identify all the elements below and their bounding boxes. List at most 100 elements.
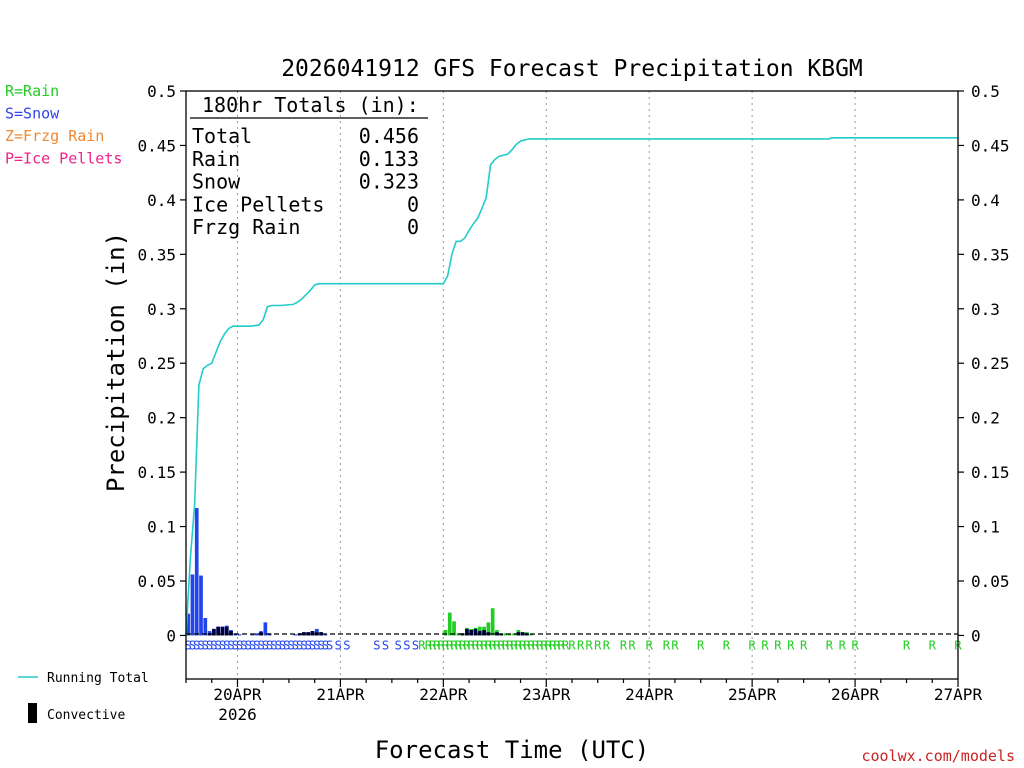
- y-tick-label-left: 0.15: [137, 463, 176, 482]
- rain-marker: R: [515, 638, 523, 652]
- snow-marker: S: [249, 638, 256, 652]
- y-tick-label-left: 0.3: [147, 300, 176, 319]
- convective-swatch: [28, 703, 37, 723]
- rain-marker: R: [485, 638, 493, 652]
- running-total-legend-label: Running Total: [47, 671, 149, 686]
- rain-marker: R: [468, 638, 476, 652]
- rain-marker: R: [697, 638, 705, 652]
- snow-marker: S: [382, 638, 389, 652]
- snow-marker: S: [232, 638, 239, 652]
- rain-marker: R: [476, 638, 484, 652]
- precip-bars: [186, 508, 534, 636]
- convective-bar: [495, 632, 499, 636]
- snow-marker: S: [210, 638, 217, 652]
- convective-bar: [216, 626, 221, 636]
- y-tick-label-left: 0.05: [137, 572, 176, 591]
- rain-marker: R: [480, 638, 488, 652]
- rain-marker: R: [438, 638, 446, 652]
- rain-marker: R: [774, 638, 782, 652]
- snow-marker: S: [292, 638, 299, 652]
- rain-marker: R: [506, 638, 514, 652]
- totals-row-label: Frzg Rain: [192, 215, 300, 239]
- snow-marker: S: [202, 638, 209, 652]
- snow-marker: S: [185, 638, 192, 652]
- y-tick-label-right: 0: [971, 626, 981, 645]
- convective-bar: [486, 632, 491, 636]
- snow-marker: S: [197, 638, 204, 652]
- snow-bar: [237, 634, 242, 636]
- snow-marker: S: [275, 638, 282, 652]
- snow-marker: S: [305, 638, 312, 652]
- snow-bar: [207, 631, 212, 636]
- y-tick-label-left: 0.25: [137, 354, 176, 373]
- rain-bar: [452, 621, 456, 636]
- snow-bar: [323, 634, 328, 636]
- snow-bar: [199, 575, 203, 636]
- convective-bar: [212, 628, 216, 636]
- snow-marker: S: [215, 638, 222, 652]
- totals-rows: Total 0.456 Rain 0.133 Snow 0.323 Ice Pellets 0…: [192, 124, 419, 239]
- rain-marker: R: [433, 638, 441, 652]
- x-tick-label: 25APR: [728, 685, 777, 704]
- rain-marker: R: [749, 638, 757, 652]
- snow-marker: S: [193, 638, 200, 652]
- snow-marker: S: [403, 638, 410, 652]
- snow-marker: S: [313, 638, 320, 652]
- rain-marker: R: [536, 638, 544, 652]
- rain-marker: R: [498, 638, 506, 652]
- rain-marker: R: [671, 638, 679, 652]
- running-total-line: [185, 137, 958, 636]
- rain-marker: R: [586, 638, 594, 652]
- rain-marker: R: [472, 638, 480, 652]
- snow-marker: S: [322, 638, 329, 652]
- x-tick-label: 21APR: [316, 685, 365, 704]
- rain-marker: R: [577, 638, 585, 652]
- y-tick-label-right: 0.2: [971, 409, 1000, 428]
- y-tick-label-right: 0.15: [971, 463, 1010, 482]
- snow-marker: S: [206, 638, 213, 652]
- snow-marker: S: [296, 638, 303, 652]
- x-tick-label: 23APR: [522, 685, 571, 704]
- rain-marker: R: [826, 638, 834, 652]
- rain-marker: R: [761, 638, 769, 652]
- y-tick-label-right: 0.05: [971, 572, 1010, 591]
- rain-marker: R: [450, 638, 458, 652]
- snow-bar: [190, 574, 195, 636]
- type-legend-item: Z=Frzg Rain: [5, 127, 104, 145]
- convective-bar: [469, 630, 474, 636]
- rain-marker: R: [545, 638, 553, 652]
- chart-title: 2026041912 GFS Forecast Precipitation KB…: [281, 56, 863, 82]
- convective-bar: [482, 630, 486, 636]
- snow-marker: S: [395, 638, 402, 652]
- snow-marker: S: [219, 638, 226, 652]
- rain-bar: [507, 634, 512, 636]
- rain-marker: R: [851, 638, 859, 652]
- totals-heading: 180hr Totals (in):: [202, 93, 419, 117]
- type-legend-item: P=Ice Pellets: [5, 150, 122, 168]
- rain-bar: [490, 608, 495, 636]
- snow-bar: [186, 613, 190, 636]
- rain-marker: R: [663, 638, 671, 652]
- plot-frame: [185, 90, 959, 680]
- totals-row-value: 0: [407, 192, 419, 216]
- snow-bar: [293, 634, 298, 636]
- snow-bar: [254, 633, 259, 636]
- totals-row-label: Rain: [192, 147, 240, 171]
- rain-marker: R: [418, 638, 426, 652]
- snow-marker: S: [373, 638, 380, 652]
- snow-marker: S: [262, 638, 269, 652]
- rain-marker: R: [800, 638, 808, 652]
- rain-marker: R: [562, 638, 570, 652]
- y-tick-label-right: 0.4: [971, 191, 1000, 210]
- convective-bar: [310, 631, 315, 636]
- y-tick-label-right: 0.25: [971, 354, 1010, 373]
- y-tick-label-right: 0.3: [971, 300, 1000, 319]
- x-axis-label: Forecast Time (UTC): [375, 736, 650, 764]
- rain-marker: R: [723, 638, 731, 652]
- snow-marker: S: [227, 638, 234, 652]
- rain-marker: R: [446, 638, 454, 652]
- rain-marker: R: [628, 638, 636, 652]
- rain-marker: R: [549, 638, 557, 652]
- rain-marker: R: [442, 638, 450, 652]
